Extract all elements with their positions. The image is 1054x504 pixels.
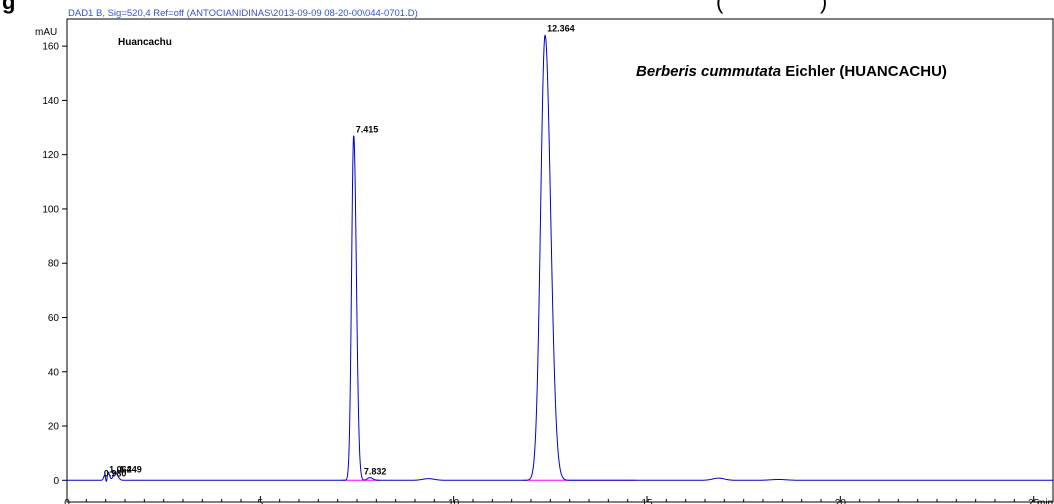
chart-title: Berberis cummutata Eichler (HUANCACHU) (636, 63, 947, 80)
x-axis-ticks: 0 5 10 15 20 25 (64, 496, 1040, 504)
x-tick-label: 15 (641, 498, 653, 504)
y-axis-label: mAU (35, 27, 57, 38)
figure-caption-tail: ( (716, 0, 724, 14)
peak-label: 1.064 (109, 464, 132, 474)
y-axis-ticks: 0 20 40 60 80 100 120 140 160 (42, 42, 67, 487)
y-tick-label: 120 (42, 150, 59, 161)
y-tick-label: 20 (48, 422, 60, 433)
plot-frame (66, 18, 1054, 503)
x-tick-label: 5 (258, 498, 264, 504)
x-tick-label: 0 (64, 498, 70, 504)
chart-title-italic: Berberis cummutata (636, 63, 781, 80)
sample-label: Huancachu (118, 37, 172, 48)
x-axis-label: min (1037, 498, 1053, 504)
peak-label: 12.364 (547, 23, 575, 33)
y-tick-label: 100 (42, 204, 59, 215)
peak-label: 7.415 (356, 125, 379, 135)
chromatogram-trace (67, 34, 1053, 482)
y-tick-label: 0 (53, 476, 59, 487)
x-tick-label: 20 (835, 498, 847, 504)
y-tick-label: 140 (42, 96, 59, 107)
y-tick-label: 60 (48, 313, 60, 324)
detector-header: DAD1 B, Sig=520,4 Ref=off (ANTOCIANIDINA… (68, 8, 418, 19)
peak-label: 1.249 (119, 464, 142, 474)
y-tick-label: 80 (48, 259, 60, 270)
chart-title-rest: Eichler (HUANCACHU) (781, 63, 947, 80)
figure-caption-tail-close: ) (820, 0, 827, 14)
y-tick-label: 160 (42, 42, 59, 53)
figure-caption-fragment: g (2, 0, 15, 14)
peak-label: 7.832 (364, 466, 387, 476)
y-tick-label: 40 (48, 367, 60, 378)
peak-label: 0.980 (104, 468, 127, 478)
x-tick-label: 10 (448, 498, 460, 504)
x-tick-label: 25 (1028, 498, 1040, 504)
